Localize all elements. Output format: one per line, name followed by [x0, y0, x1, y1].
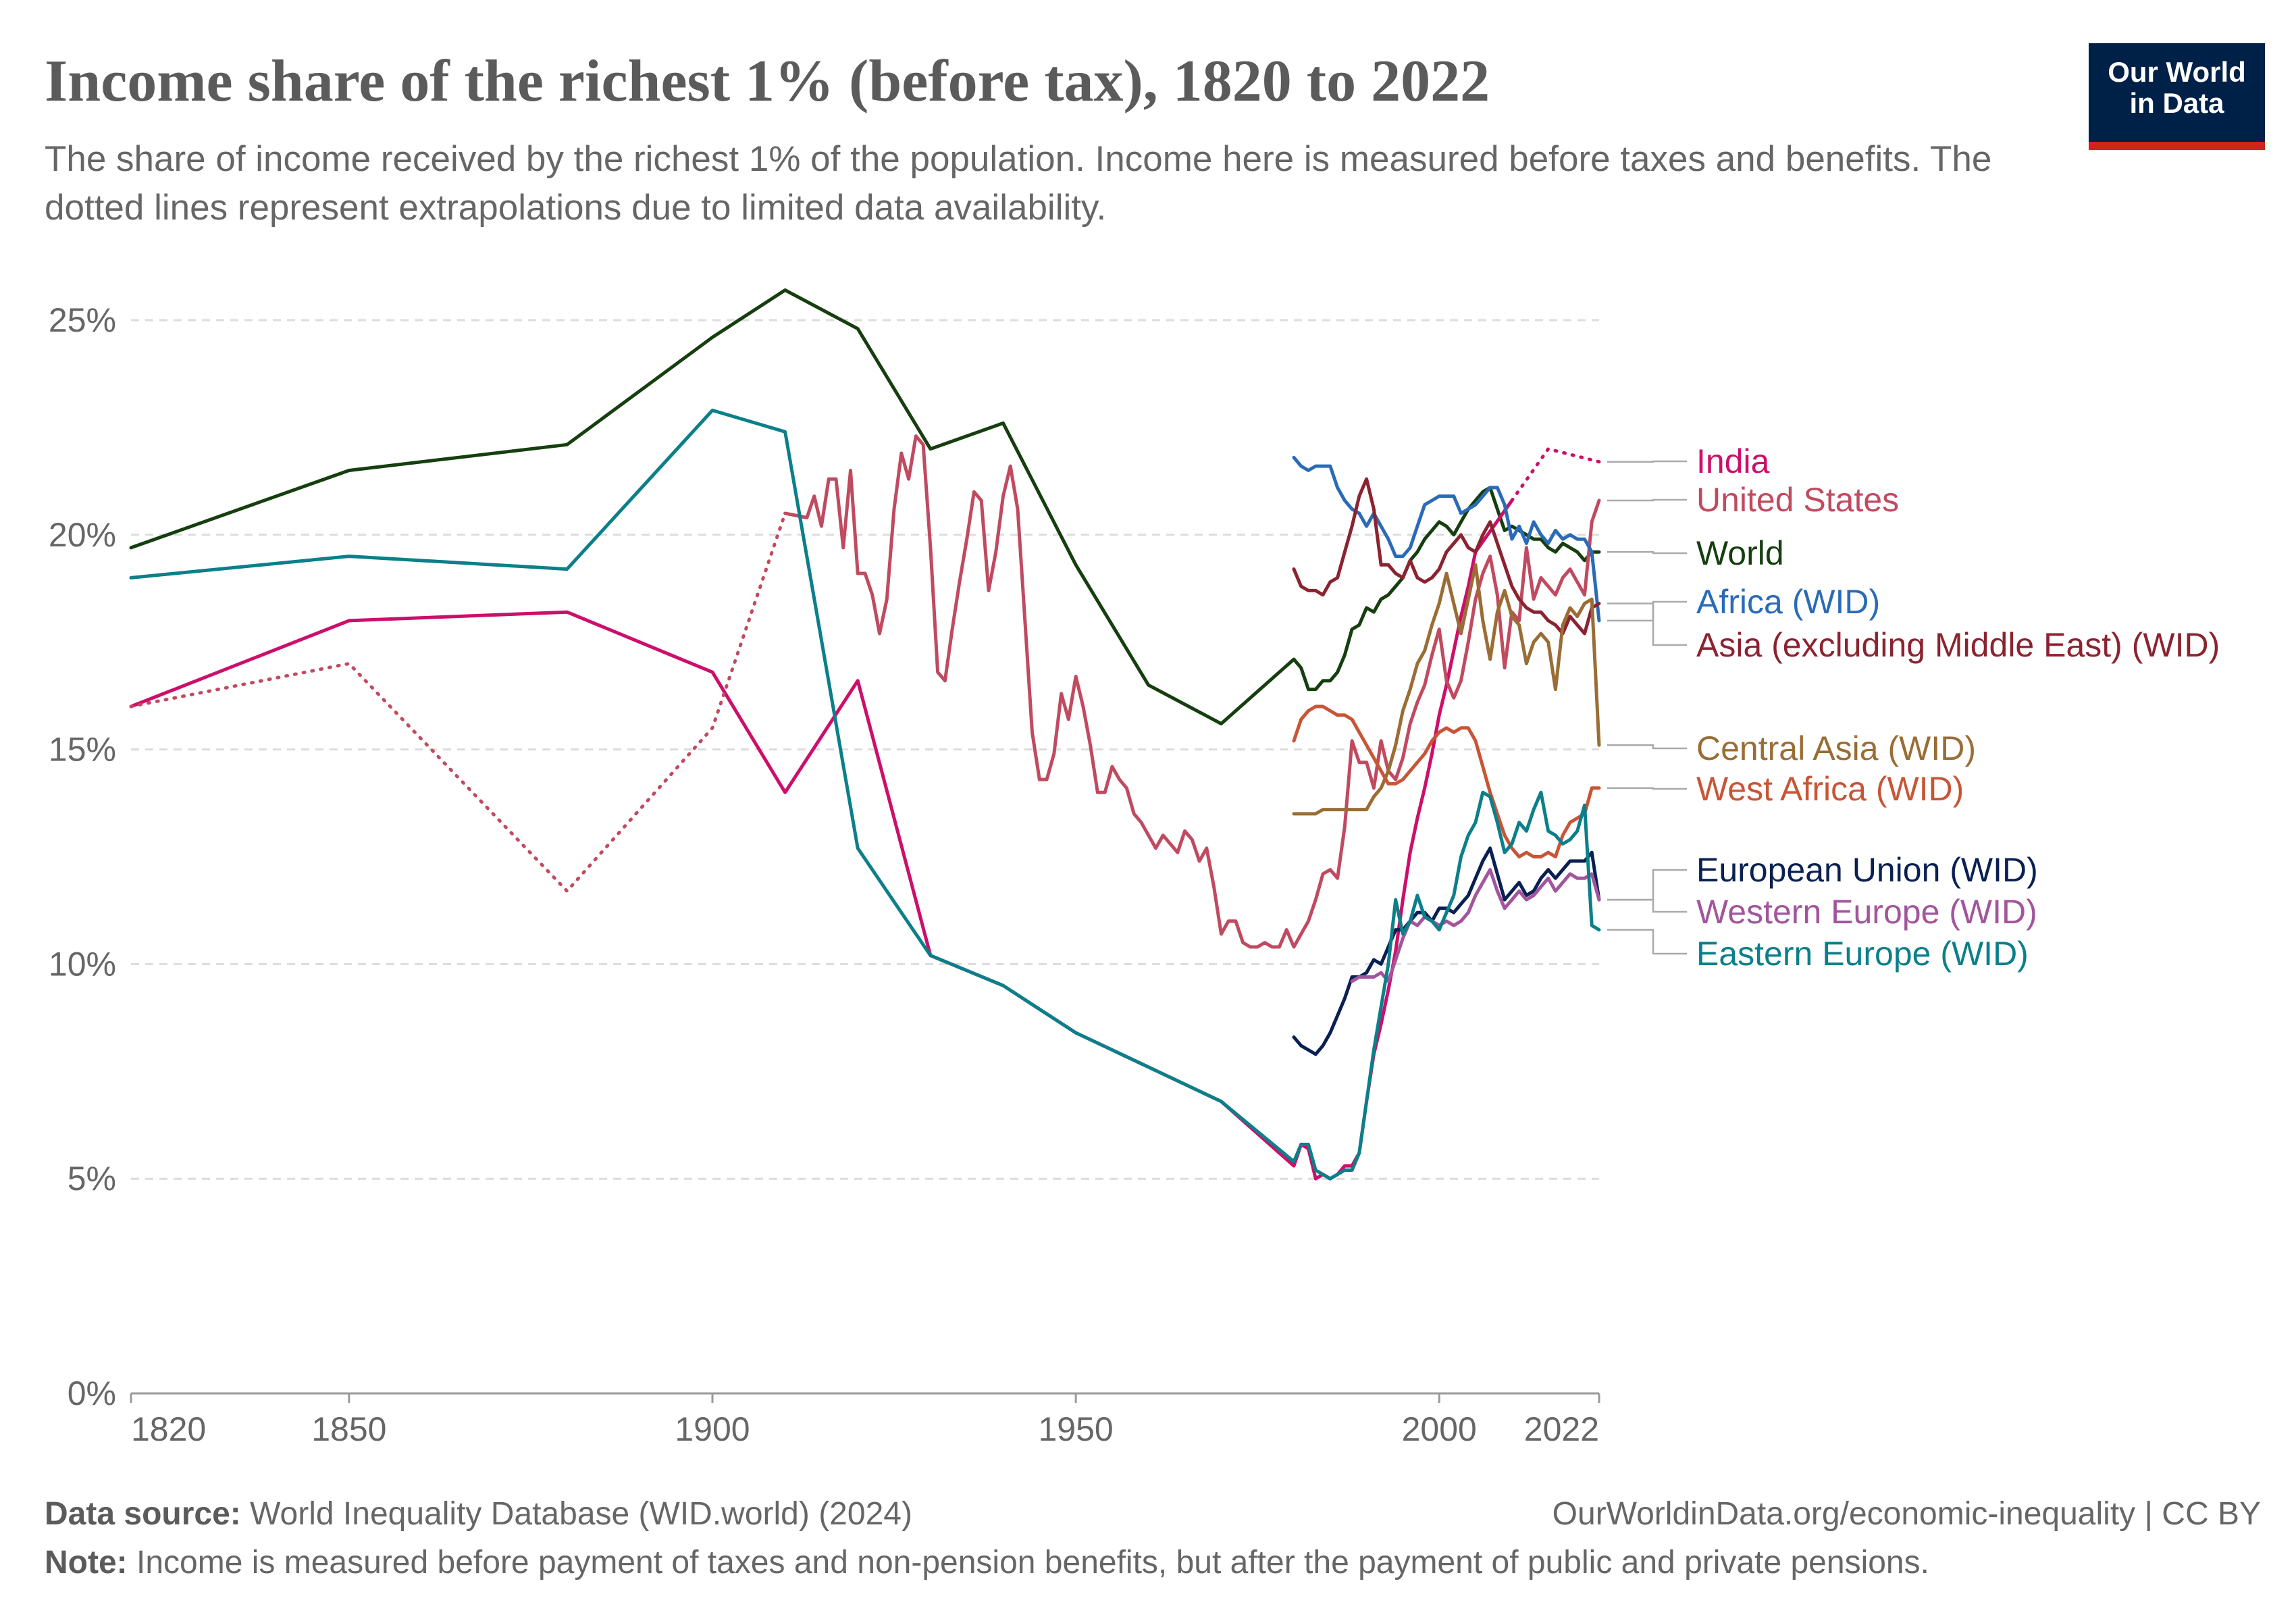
note-text: Income is measured before payment of tax…	[136, 1545, 1929, 1580]
owid-logo[interactable]: Our World in Data	[2089, 43, 2265, 150]
series-line	[1292, 455, 1601, 623]
x-tick-label: 1900	[675, 1410, 750, 1448]
note-label: Note:	[45, 1545, 128, 1580]
label-leader-line	[1607, 929, 1687, 955]
x-tick-label: 2000	[1402, 1410, 1477, 1448]
x-tick-label: 1850	[311, 1410, 386, 1448]
series-label: Western Europe (WID)	[1696, 893, 2037, 931]
label-leader-line	[1607, 744, 1687, 750]
series-line	[129, 409, 1601, 1181]
y-tick-label: 20%	[49, 516, 116, 554]
y-tick-label: 0%	[68, 1374, 116, 1412]
logo-line-2: in Data	[2129, 87, 2224, 119]
series-label: India	[1696, 442, 1770, 480]
series-world	[129, 288, 1601, 725]
axes: 0% 5% 10% 15% 20% 25% 1820 1850 1900 1950 2000 2022	[49, 301, 1600, 1448]
series-label: United States	[1696, 481, 1899, 519]
series-west-africa-wid-	[1292, 704, 1601, 858]
series-label: Africa (WID)	[1696, 583, 1880, 621]
series-european-union-wid-	[1292, 846, 1601, 1056]
series-dotted-line	[129, 511, 787, 893]
source-url[interactable]: OurWorldinData.org/economic-inequality |…	[1552, 1496, 2261, 1532]
series-eastern-europe-wid-	[129, 409, 1601, 1181]
series-label: Asia (excluding Middle East) (WID)	[1696, 626, 2220, 664]
y-tick-label: 5%	[68, 1160, 116, 1198]
series-label: Central Asia (WID)	[1696, 729, 1976, 767]
series-asia-excluding-middle-east-wid-	[1292, 477, 1601, 636]
label-leader-line	[1607, 898, 1687, 913]
series-line	[1292, 477, 1601, 636]
footnote: Note: Income is measured before payment …	[45, 1544, 1929, 1581]
logo-line-1: Our World	[2108, 56, 2246, 88]
y-tick-label: 25%	[49, 301, 116, 339]
series-africa-wid-	[1292, 455, 1601, 623]
x-tick-label: 1950	[1038, 1410, 1113, 1448]
series-central-asia-wid-	[1292, 563, 1601, 816]
source-label: Data source:	[45, 1496, 241, 1532]
series-lines	[129, 288, 1601, 1181]
y-tick-label: 15%	[49, 731, 116, 769]
series-line	[1292, 846, 1601, 1056]
label-leader-line	[1607, 550, 1687, 555]
series-united-states	[129, 434, 1601, 949]
series-dotted-line	[1510, 447, 1601, 503]
series-line	[1292, 563, 1601, 816]
series-western-europe-wid-	[1350, 868, 1601, 983]
label-leader-line	[1607, 869, 1687, 901]
series-line	[1350, 868, 1601, 983]
source-text: World Inequality Database (WID.world) (2…	[250, 1496, 912, 1532]
source-note: Data source: World Inequality Database (…	[45, 1495, 912, 1533]
series-label: World	[1696, 534, 1784, 572]
label-leader-line	[1607, 600, 1687, 622]
label-leader-line	[1607, 787, 1687, 790]
series-line	[783, 434, 1601, 949]
series-line	[129, 498, 1514, 1181]
label-leader-line	[1607, 602, 1687, 646]
series-line	[1292, 704, 1601, 858]
series-line	[129, 288, 1601, 725]
y-tick-label: 10%	[49, 945, 116, 983]
label-leader-line	[1607, 460, 1687, 463]
chart-subtitle: The share of income received by the rich…	[45, 139, 1992, 228]
series-label: European Union (WID)	[1696, 851, 2038, 889]
x-tick-label: 1820	[131, 1410, 206, 1448]
series-label: Eastern Europe (WID)	[1696, 935, 2029, 973]
chart-title: Income share of the richest 1% (before t…	[45, 49, 1490, 114]
x-tick-label: 2022	[1524, 1410, 1599, 1448]
series-label: West Africa (WID)	[1696, 770, 1964, 808]
